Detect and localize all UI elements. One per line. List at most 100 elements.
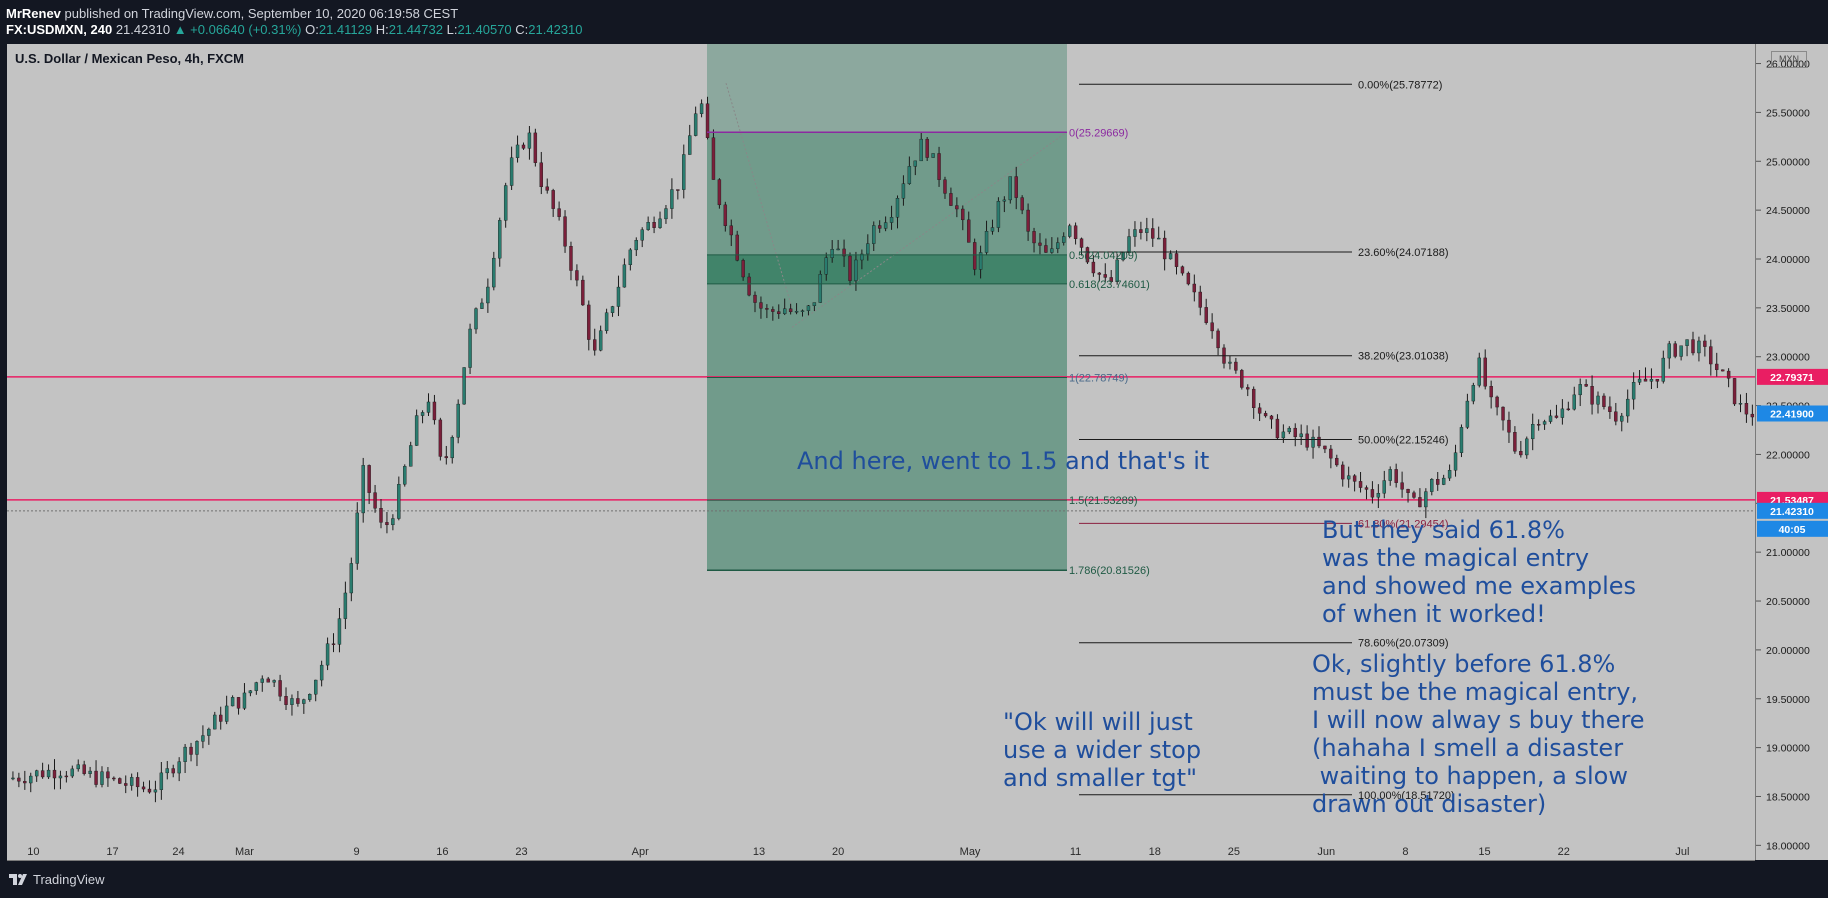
candle-body [1637,378,1642,383]
x-tick-12: 18 [1149,846,1161,858]
candle-body [913,160,918,167]
author-name[interactable]: MrRenev [6,6,61,21]
candle-body [1697,340,1701,354]
footer-brand[interactable]: TradingView [33,872,105,887]
candle-body [76,764,80,770]
fib-label-4: 61.80%(21.29454) [1358,518,1449,530]
candle [771,306,775,321]
candle [1269,414,1274,429]
candle [23,770,27,790]
candle-body [1085,247,1090,263]
candle-body [141,786,146,790]
candle-body [1715,363,1719,370]
candle-body [147,788,152,793]
annotation-went-to-1-5: And here, went to 1.5 and that's it [797,447,1210,475]
candle [860,249,864,270]
candle [1483,349,1487,390]
candle [955,197,959,218]
candle [94,760,98,788]
candle-body [676,189,680,191]
candle-body [183,746,187,762]
candle-body [777,311,781,314]
candle [1643,367,1648,382]
candle [1085,246,1090,264]
candle [296,690,300,707]
currency-badge[interactable]: MXN [1771,51,1807,68]
candle [1335,454,1339,467]
candle-body [1430,479,1434,492]
candle [1056,237,1060,254]
candle [1020,195,1024,215]
candle [503,182,508,228]
candle-body [337,618,342,645]
candle [622,258,627,288]
candle [610,305,615,317]
candle [1750,404,1755,426]
candle [711,129,716,180]
candle [1222,344,1226,369]
candle [937,146,941,187]
candle [290,694,294,716]
candle [1210,313,1214,339]
candle-body [575,270,579,281]
candle-body [1418,497,1422,508]
y-tick-2: 25.00000 [1766,156,1810,168]
candle [1382,470,1386,499]
candle [913,160,918,176]
candle-body [153,789,158,793]
candle-body [640,229,644,241]
tradingview-logo-icon[interactable] [8,871,28,887]
candle [1519,440,1523,458]
candle-body [634,240,638,251]
candle [664,204,668,224]
candle [1139,221,1143,240]
candle-body [1554,415,1559,418]
candle [539,151,543,195]
candle [682,144,686,199]
candle [901,175,906,206]
candle [533,128,538,167]
candle-body [254,682,259,691]
symbol-label[interactable]: FX:USDMXN, 240 [6,22,113,37]
candle [777,304,781,319]
candle [397,476,401,521]
candle-body [1358,481,1363,488]
candle [385,512,389,534]
candle [1079,237,1084,256]
candle-body [616,286,621,307]
x-tick-17: 22 [1558,846,1570,858]
candle-body [1044,245,1048,253]
candle-body [1584,384,1588,387]
candle [70,765,75,779]
candle [88,766,92,778]
candle [1703,334,1707,357]
candle-body [705,103,710,138]
candle [1073,222,1078,245]
candle [646,216,650,231]
candle [159,761,164,800]
chart-pane[interactable]: 0.00%(25.78772) 23.60%(24.07188) 38.20%(23… [7,44,1755,860]
price-axis[interactable]: 26.00000 25.50000 25.00000 24.50000 24.00000… [1755,44,1828,860]
candle [1341,461,1345,487]
price-chart[interactable]: 0.00%(25.78772) 23.60%(24.07188) 38.20%(23… [7,44,1755,860]
candle [1121,252,1125,262]
candle [604,308,609,334]
candle [1726,368,1731,388]
candle-body [1679,345,1683,357]
candle [58,770,63,790]
x-axis-ticks: 10 17 24 Mar 9 16 23 Apr 13 20 May 11 18 25 Jun 8 15 22 Ju… [27,846,1689,858]
x-tick-5: 16 [436,846,448,858]
candle-body [1525,438,1529,456]
candle-body [1180,266,1185,274]
candle-body [1216,330,1220,349]
candle [1536,419,1541,431]
candle-body [1388,469,1392,481]
candle-body [1602,395,1606,407]
candle [224,695,229,725]
candle-body [302,699,306,704]
candle [1299,424,1303,445]
open-label: O: [305,22,319,37]
y-tick-0: 26.00000 [1766,59,1810,71]
candle [1192,274,1197,302]
candle-body [1281,431,1286,439]
